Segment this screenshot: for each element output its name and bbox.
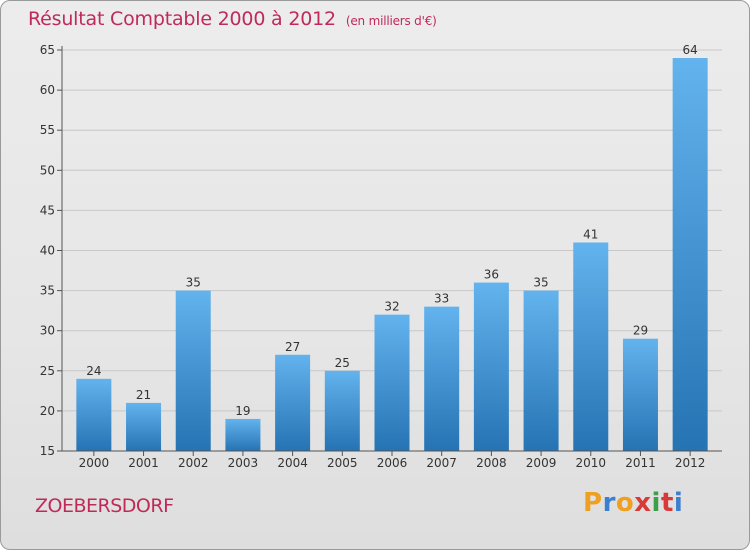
y-tick-label: 50	[40, 163, 55, 177]
data-label-2006: 32	[384, 300, 399, 314]
data-label-2004: 27	[285, 340, 300, 354]
x-tick-label-2005: 2005	[327, 456, 358, 470]
logo-letter: t	[660, 488, 674, 518]
logo-letter: o	[615, 488, 635, 518]
bar-2006[interactable]	[374, 314, 410, 451]
logo-letter: i	[651, 488, 661, 518]
logo-letter: P	[583, 488, 603, 518]
bar-2010[interactable]	[573, 242, 609, 451]
bar-2002[interactable]	[175, 290, 211, 451]
x-tick-label-2000: 2000	[79, 456, 110, 470]
axes: 15 20 25 30 35 40 45 50 55 60 65 2000 2001 2002 2003 20…	[40, 43, 722, 470]
data-label-2002: 35	[186, 276, 201, 290]
commune-name: ZOEBERSDORF	[35, 495, 174, 517]
data-label-2010: 41	[583, 227, 598, 241]
bar-2005[interactable]	[324, 370, 360, 451]
bar-2011[interactable]	[622, 338, 658, 451]
y-tick-label: 30	[40, 324, 55, 338]
logo-letter: r	[602, 488, 616, 518]
x-tick-label-2012: 2012	[675, 456, 706, 470]
x-tick-label-2001: 2001	[128, 456, 159, 470]
data-label-2001: 21	[136, 388, 151, 402]
data-label-2003: 19	[235, 404, 250, 418]
data-label-2005: 25	[335, 356, 350, 370]
y-tick-label: 55	[40, 123, 55, 137]
y-tick-label: 40	[40, 244, 55, 258]
data-label-2000: 24	[86, 364, 101, 378]
bar-2008[interactable]	[473, 282, 509, 451]
y-tick-label: 45	[40, 203, 55, 217]
bar-2004[interactable]	[275, 354, 311, 451]
data-label-2009: 35	[533, 276, 548, 290]
y-tick-label: 60	[40, 83, 55, 97]
bar-2012[interactable]	[672, 58, 708, 452]
x-tick-label-2009: 2009	[526, 456, 557, 470]
x-tick-label-2002: 2002	[178, 456, 209, 470]
y-tick-label: 15	[40, 444, 55, 458]
data-label-2012: 64	[683, 43, 698, 57]
y-tick-label: 25	[40, 364, 55, 378]
bar-2001[interactable]	[126, 402, 162, 451]
x-tick-label-2010: 2010	[575, 456, 606, 470]
x-tick-label-2006: 2006	[377, 456, 408, 470]
bar-2003[interactable]	[225, 418, 261, 451]
proxiti-logo[interactable]: Proxiti	[583, 488, 683, 518]
x-tick-label-2007: 2007	[426, 456, 457, 470]
x-tick-label-2011: 2011	[625, 456, 656, 470]
gridlines	[62, 49, 722, 412]
data-label-2011: 29	[633, 324, 648, 338]
chart-title: Résultat Comptable 2000 à 2012 (en millie…	[28, 8, 437, 30]
y-tick-label: 35	[40, 284, 55, 298]
data-label-2008: 36	[484, 268, 499, 282]
data-label-2007: 33	[434, 292, 449, 306]
y-tick-label: 20	[40, 404, 55, 418]
x-tick-label-2003: 2003	[228, 456, 259, 470]
logo-letter: x	[634, 488, 652, 518]
bar-2009[interactable]	[523, 290, 559, 451]
bar-2000[interactable]	[76, 378, 112, 451]
unit-note: (en milliers d'€)	[345, 14, 437, 28]
bars: 24 21 35 19 27 25 32 33 36 35 41 29 64	[76, 43, 708, 452]
bar-2007[interactable]	[424, 306, 460, 451]
y-tick-label: 65	[40, 43, 55, 57]
logo-letter: i	[673, 488, 684, 518]
x-tick-label-2004: 2004	[277, 456, 308, 470]
x-tick-label-2008: 2008	[476, 456, 507, 470]
title-text: Résultat Comptable 2000 à 2012	[28, 8, 336, 30]
